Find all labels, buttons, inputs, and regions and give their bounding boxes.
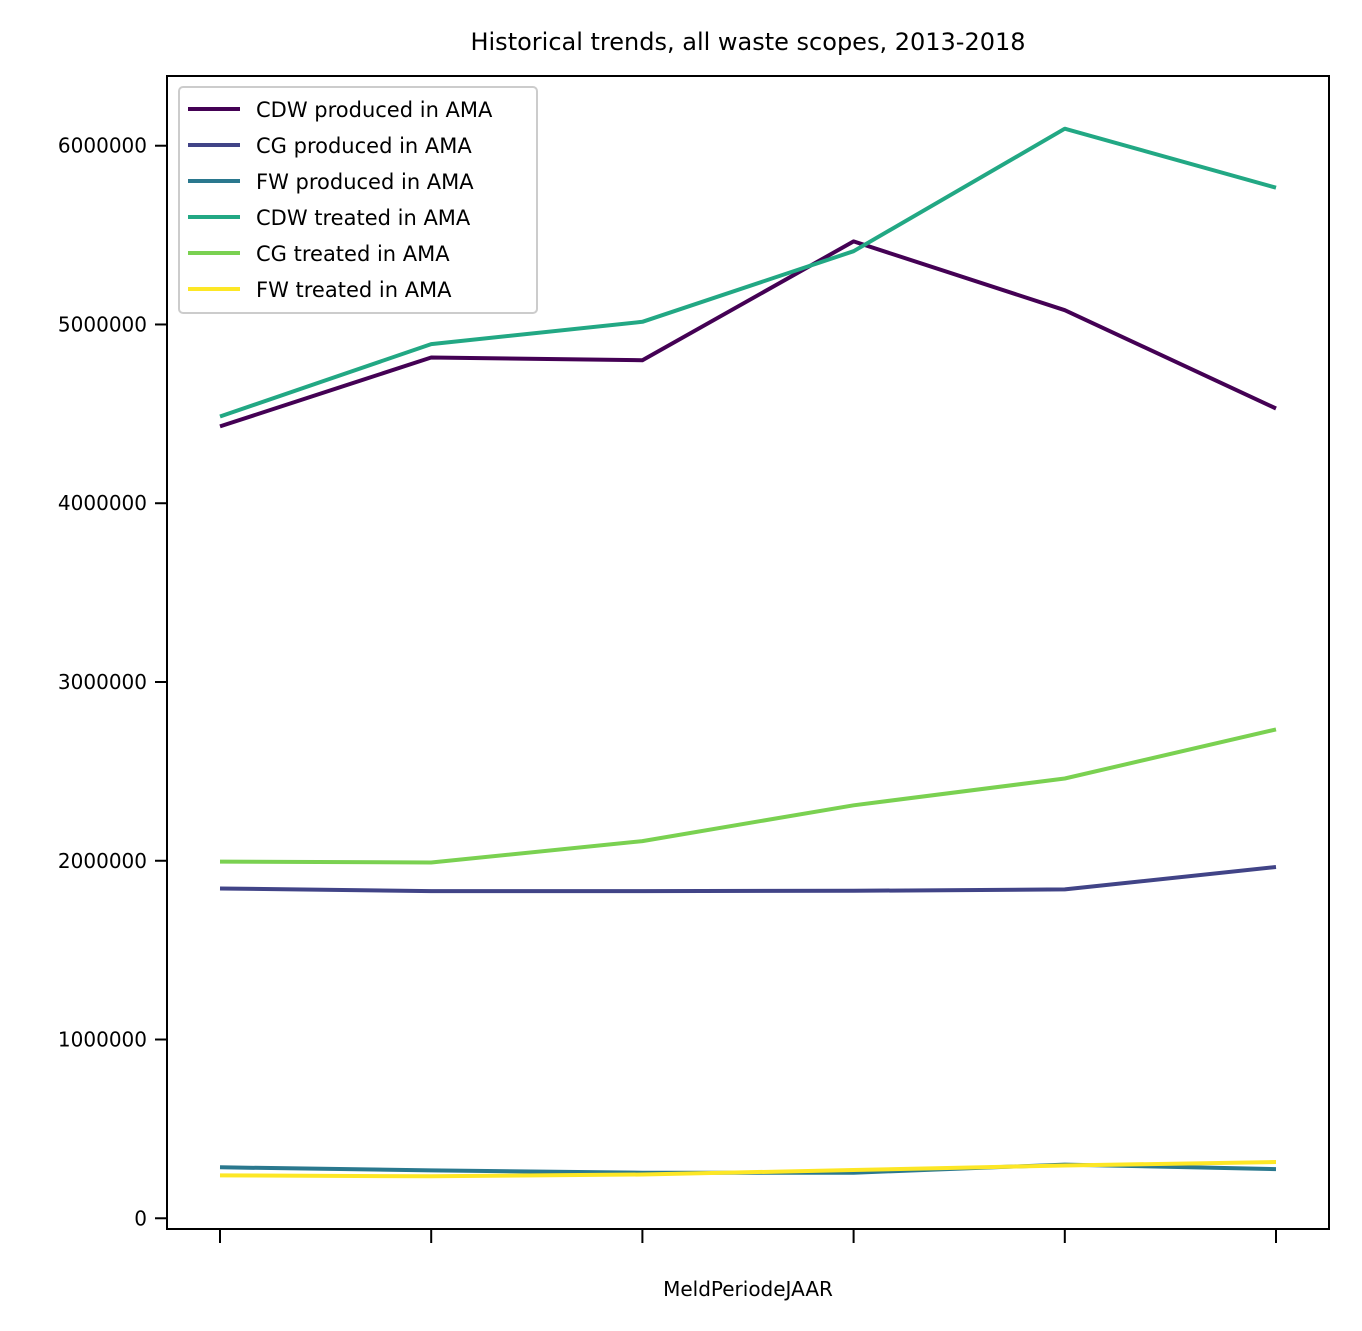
series-lines: [219, 126, 1277, 1179]
legend: CDW produced in AMA CG produced in AMA FW …: [178, 86, 538, 314]
legend-label-4: CG treated in AMA: [256, 242, 450, 266]
legend-label-2: FW produced in AMA: [256, 170, 474, 194]
x-axis-label: MeldPeriodeJAAR: [663, 1277, 833, 1301]
legend-box: [178, 86, 538, 314]
y-axis-ticks: 0 1000000 2000000 3000000 4000000 5000000 6000…: [58, 134, 167, 1230]
plot-area-frame: [166, 75, 1330, 1230]
x-axis-ticks: [219, 1229, 1277, 1243]
series-line-3: [219, 126, 1277, 419]
y-tick-label-1: 1000000: [58, 1028, 147, 1052]
y-tick-label-0: 0: [134, 1206, 147, 1230]
y-tick-label-3: 3000000: [58, 670, 147, 694]
legend-label-5: FW treated in AMA: [256, 278, 452, 302]
chart-title: Historical trends, all waste scopes, 201…: [470, 28, 1025, 56]
y-tick-label-2: 2000000: [58, 849, 147, 873]
series-line-5: [219, 1160, 1277, 1179]
y-tick-label-5: 5000000: [58, 312, 147, 336]
series-line-1: [219, 865, 1277, 894]
legend-label-0: CDW produced in AMA: [256, 98, 493, 122]
y-tick-label-6: 6000000: [58, 134, 147, 158]
series-line-4: [219, 727, 1277, 865]
series-line-0: [219, 239, 1277, 429]
y-tick-label-4: 4000000: [58, 491, 147, 515]
legend-label-3: CDW treated in AMA: [256, 206, 471, 230]
legend-label-1: CG produced in AMA: [256, 134, 472, 158]
